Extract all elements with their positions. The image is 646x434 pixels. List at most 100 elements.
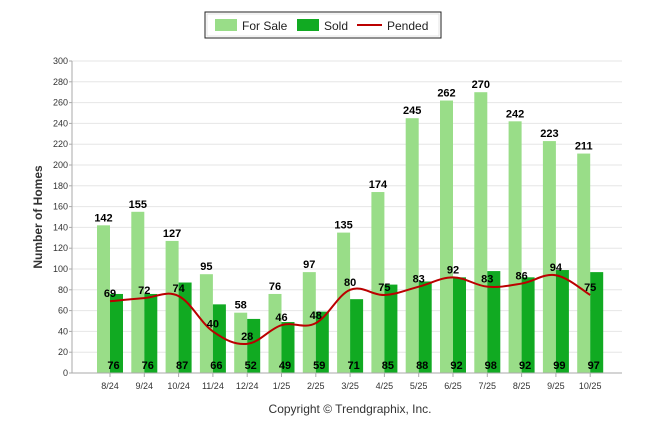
bar-for-sale (199, 274, 213, 373)
label-sold: 52 (245, 360, 257, 372)
x-tick-label: 1/25 (273, 381, 291, 391)
label-for-sale: 245 (403, 105, 421, 117)
bar-sold (110, 293, 123, 373)
legend-box-inner (206, 13, 440, 37)
x-tick-label: 6/25 (444, 381, 462, 391)
label-for-sale: 76 (269, 281, 281, 293)
label-sold: 98 (485, 360, 497, 372)
label-pended: 94 (550, 262, 563, 274)
x-tick-label: 10/24 (167, 381, 190, 391)
label-pended: 40 (207, 318, 219, 330)
bar-for-sale (268, 293, 282, 373)
bar-for-sale (577, 153, 591, 373)
label-pended: 72 (138, 285, 150, 297)
x-tick-label: 9/25 (547, 381, 565, 391)
label-pended: 86 (515, 271, 527, 283)
y-tick-label: 280 (53, 77, 68, 87)
label-sold: 76 (142, 360, 154, 372)
y-tick-label: 80 (58, 285, 68, 295)
x-tick-label: 5/25 (410, 381, 428, 391)
label-sold: 92 (450, 360, 462, 372)
label-for-sale: 95 (200, 261, 212, 273)
label-sold: 76 (107, 360, 119, 372)
bar-for-sale (371, 192, 385, 373)
legend-swatch-sold (297, 19, 319, 31)
bar-sold (555, 270, 569, 373)
y-tick-label: 160 (53, 202, 68, 212)
label-pended: 46 (275, 312, 287, 324)
y-tick-label: 200 (53, 160, 68, 170)
legend-label-pended: Pended (387, 19, 428, 33)
bar-for-sale (97, 225, 110, 373)
label-pended: 83 (413, 274, 425, 286)
bar-sold (453, 277, 466, 373)
y-tick-label: 220 (53, 139, 68, 149)
label-sold: 88 (416, 360, 428, 372)
pended-line (109, 273, 591, 346)
legend-swatch-for-sale (215, 19, 237, 31)
label-pended: 92 (447, 264, 459, 276)
label-for-sale: 211 (575, 141, 593, 153)
label-pended: 69 (104, 288, 116, 300)
bar-for-sale (234, 312, 248, 373)
bar-for-sale (302, 272, 316, 373)
bar-sold (144, 293, 158, 373)
label-pended: 83 (481, 274, 493, 286)
bar-sold (384, 284, 398, 373)
bar-sold (350, 299, 364, 373)
label-sold: 87 (176, 360, 188, 372)
label-for-sale: 135 (334, 220, 352, 232)
label-sold: 92 (519, 360, 531, 372)
y-tick-label: 240 (53, 118, 68, 128)
label-sold: 66 (210, 360, 222, 372)
label-for-sale: 242 (506, 108, 524, 120)
bar-sold (281, 322, 295, 373)
label-pended: 74 (172, 283, 185, 295)
label-sold: 99 (553, 360, 565, 372)
x-tick-label: 11/24 (202, 381, 224, 391)
label-pended: 80 (344, 277, 356, 289)
bar-sold (521, 277, 535, 373)
x-tick-label: 3/25 (341, 381, 359, 391)
label-pended: 75 (378, 282, 390, 294)
y-tick-label: 120 (53, 243, 68, 253)
y-tick-label: 260 (53, 98, 68, 108)
x-tick-label: 10/25 (579, 381, 602, 391)
x-tick-label: 9/24 (136, 381, 154, 391)
x-tick-label: 12/24 (236, 381, 259, 391)
y-axis: 0 20 40 60 80 100 120 140 160 180 200 220 240 260 280 3… (53, 56, 73, 378)
x-tick-label: 4/25 (376, 381, 394, 391)
legend-label-sold: Sold (324, 19, 348, 33)
label-sold: 71 (347, 360, 359, 372)
bar-sold (247, 318, 261, 373)
label-for-sale: 97 (303, 259, 315, 271)
x-tick-label: 7/25 (479, 381, 497, 391)
x-tick-label: 2/25 (307, 381, 325, 391)
y-tick-label: 60 (58, 306, 68, 316)
bar-for-sale (165, 240, 179, 373)
label-sold: 97 (588, 360, 600, 372)
label-for-sale: 142 (94, 212, 112, 224)
y-tick-label: 20 (58, 347, 68, 357)
y-tick-label: 40 (58, 326, 68, 336)
bar-for-sale (405, 118, 419, 373)
bar-for-sale (440, 100, 453, 374)
bar-for-sale (131, 211, 145, 373)
data-labels: 142 76 69 155 76 72 127 87 74 95 66 40 58 52 28 76 49 46 9… (94, 79, 600, 372)
label-sold: 59 (313, 360, 325, 372)
label-pended: 75 (584, 282, 596, 294)
y-tick-label: 0 (63, 368, 68, 378)
legend: For Sale Sold Pended (204, 11, 442, 39)
label-for-sale: 155 (129, 199, 147, 211)
label-pended: 28 (241, 331, 253, 343)
x-tick-label: 8/24 (101, 381, 119, 391)
pended-line-path (109, 273, 591, 346)
label-pended: 48 (310, 310, 322, 322)
bar-sold (212, 304, 226, 373)
label-sold: 85 (382, 360, 394, 372)
bar-for-sale (508, 121, 522, 373)
legend-label-for-sale: For Sale (242, 19, 288, 33)
label-for-sale: 262 (437, 88, 455, 100)
label-for-sale: 223 (540, 128, 558, 140)
bar-sold (418, 281, 432, 373)
